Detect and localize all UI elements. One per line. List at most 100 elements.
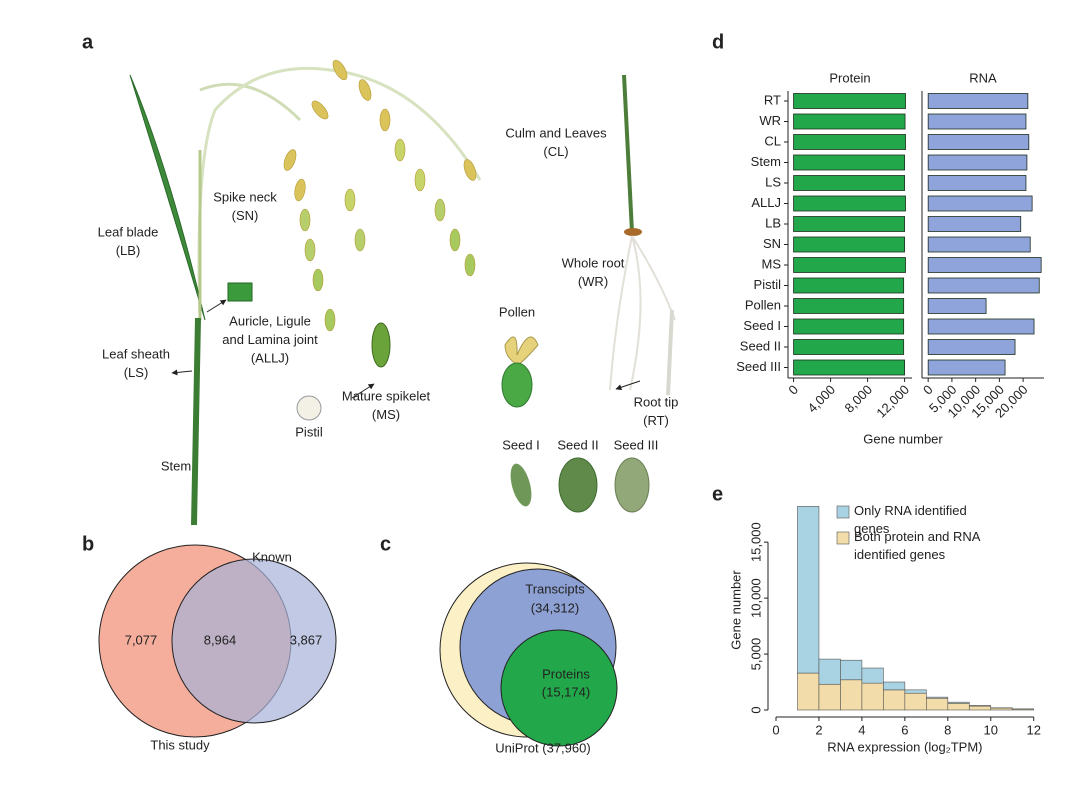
histogram-bar	[947, 702, 970, 711]
x-tick-label: 0	[785, 382, 801, 398]
grain	[394, 138, 406, 162]
grain	[311, 100, 329, 120]
histogram-bar	[840, 659, 863, 681]
bar	[927, 318, 1035, 335]
venn-count: 3,867	[290, 632, 323, 647]
annotation: Whole root	[562, 255, 625, 270]
grain	[283, 149, 297, 171]
y-tick-label: Seed I	[743, 318, 781, 333]
histogram-bar	[883, 681, 906, 691]
bar	[927, 359, 1006, 376]
panicle-stalk	[199, 82, 302, 122]
bar	[793, 195, 906, 212]
annotation: Pollen	[499, 304, 535, 319]
bar	[793, 216, 905, 232]
panel-label: c	[380, 533, 391, 555]
venn: Known This study 7,077 8,964 3,867	[98, 544, 337, 752]
annotation: (MS)	[372, 407, 400, 422]
y-tick-label: Seed III	[736, 359, 781, 374]
histogram-bar	[904, 689, 927, 694]
histogram-bar	[797, 506, 820, 674]
panel-label: a	[82, 31, 94, 53]
bar	[793, 113, 906, 130]
histogram-bar	[904, 692, 927, 711]
bar	[927, 298, 987, 314]
y-tick-label: RT	[764, 92, 781, 107]
histogram-bar	[990, 707, 1013, 711]
grain	[312, 268, 324, 292]
circle-label: UniProt (37,960)	[495, 740, 590, 755]
histogram-bar	[926, 697, 949, 711]
legend-swatch	[836, 505, 850, 519]
panel-title: RNA	[969, 70, 997, 85]
bar	[793, 134, 906, 150]
y-tick-label: WR	[759, 113, 781, 128]
annotation: and Lamina joint	[222, 332, 318, 347]
bar	[927, 216, 1022, 232]
circle-proteins	[500, 629, 618, 747]
y-tick-label: LS	[765, 174, 781, 189]
x-tick-label: 12	[1026, 722, 1040, 737]
y-tick-label: Pollen	[745, 297, 781, 312]
grain	[354, 228, 366, 252]
histogram-bar	[926, 696, 949, 699]
y-tick-label: SN	[763, 236, 781, 251]
grain	[434, 198, 446, 222]
y-tick-label: Pistil	[754, 277, 782, 292]
leaf-blade	[129, 74, 206, 321]
histogram-bar	[883, 689, 906, 711]
annotation: Culm and Leaves	[505, 125, 607, 140]
y-tick-label: Stem	[751, 154, 781, 169]
y-axis-title: Gene number	[728, 570, 743, 650]
annotation: Leaf sheath	[102, 346, 170, 361]
x-tick-label: 12,000	[873, 382, 912, 421]
histogram-bar	[861, 682, 884, 711]
rice-illustration	[129, 59, 676, 526]
seed-2	[558, 457, 598, 513]
histogram-bar	[947, 701, 970, 704]
annotation: Seed I	[502, 437, 540, 452]
grain	[464, 253, 476, 277]
bar	[793, 277, 905, 294]
legend-swatch	[836, 531, 850, 545]
histogram-bar	[818, 683, 841, 711]
y-tick-label: 10,000	[748, 578, 763, 618]
panel-label: e	[712, 483, 723, 505]
bar	[927, 277, 1040, 294]
grain	[379, 108, 391, 132]
y-tick-label: Seed II	[740, 338, 781, 353]
x-tick-label: 0	[772, 722, 779, 737]
x-tick-label: 6	[901, 722, 908, 737]
legend-label: Both protein and RNA identified genes	[854, 529, 981, 562]
charts: RT WR CL Stem LS ALLJ LB SN MS Pistil Pollen Seed I…	[728, 70, 1044, 754]
culm	[622, 74, 634, 233]
bar	[927, 113, 1027, 130]
x-tick-label: 10	[984, 722, 998, 737]
x-axis-title: Gene number	[863, 431, 943, 446]
grain	[324, 308, 336, 332]
bar	[793, 339, 905, 355]
stem	[191, 317, 201, 526]
annotation: (LB)	[116, 243, 141, 258]
circle-label: Transcipts	[525, 581, 585, 596]
bar	[927, 257, 1042, 273]
panel-label: d	[712, 31, 724, 53]
venn-count: 7,077	[125, 632, 158, 647]
circle-label: Proteins	[542, 666, 590, 681]
seed-3	[614, 457, 650, 513]
annotation: (LS)	[124, 365, 149, 380]
root-tip	[666, 309, 674, 396]
nested-circles: Transcipts (34,312) Proteins (15,174) Un…	[439, 562, 618, 755]
annotation: (WR)	[578, 274, 608, 289]
grains	[283, 59, 477, 332]
circle-label: (15,174)	[542, 684, 590, 699]
histogram-bar	[861, 667, 884, 684]
y-tick-label: MS	[762, 256, 782, 271]
bar	[927, 93, 1029, 109]
grain	[332, 59, 348, 81]
bar	[793, 175, 905, 191]
grain	[299, 208, 311, 232]
